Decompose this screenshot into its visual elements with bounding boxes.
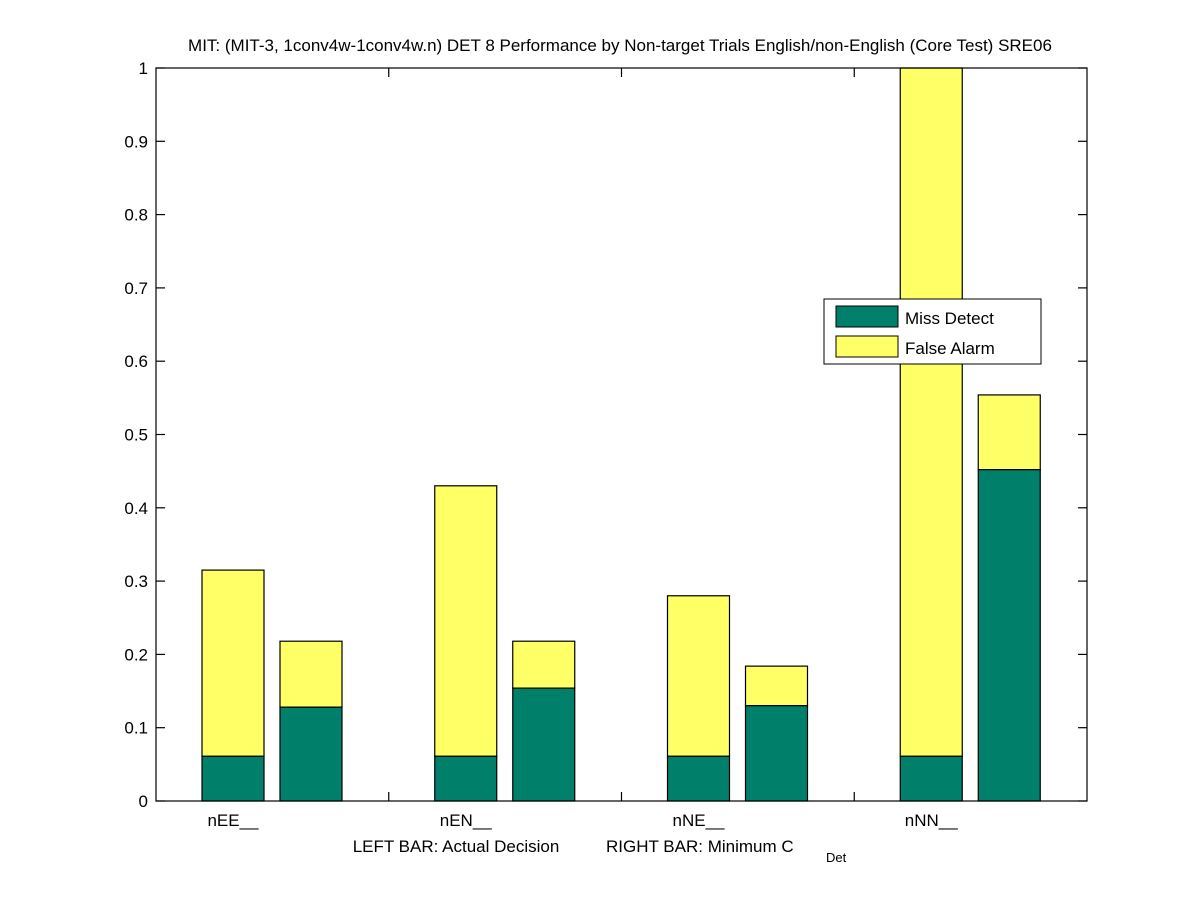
x-tick-label: nNN__ xyxy=(905,811,958,830)
y-tick-label: 0.6 xyxy=(124,352,148,371)
y-tick-label: 0 xyxy=(139,792,148,811)
legend-label-false-alarm: False Alarm xyxy=(905,339,995,358)
bar-miss-detect-actual xyxy=(434,755,498,802)
legend: Miss Detect False Alarm xyxy=(823,298,1042,365)
y-tick-label: 0.1 xyxy=(124,719,148,738)
y-axis: 0 0.1 0.2 0.3 0.4 0.5 0.6 0.7 0.8 0.9 1 xyxy=(124,59,1087,811)
chart-title: MIT: (MIT-3, 1conv4w-1conv4w.n) DET 8 Pe… xyxy=(188,36,1052,55)
bar-miss-detect-mincdet xyxy=(512,687,576,802)
bar-false-alarm-mincdet xyxy=(977,394,1041,471)
bar-false-alarm-mincdet xyxy=(512,640,576,689)
x-label-right-subscript: Det xyxy=(826,850,847,865)
bar-miss-detect-mincdet xyxy=(744,705,809,802)
x-axis-label: LEFT BAR: Actual Decision RIGHT BAR: Min… xyxy=(353,837,847,865)
y-tick-label: 0.2 xyxy=(124,645,148,664)
legend-swatch-miss-detect xyxy=(835,305,899,328)
y-tick-label: 0.4 xyxy=(124,499,148,518)
x-label-right: RIGHT BAR: Minimum C xyxy=(606,837,794,856)
bar-miss-detect-mincdet xyxy=(279,706,343,802)
y-tick-label: 0.9 xyxy=(124,132,148,151)
bar-false-alarm-actual xyxy=(201,569,265,757)
bar-false-alarm-actual xyxy=(899,67,963,757)
x-tick-label: nNE__ xyxy=(673,811,726,830)
y-tick-label: 0.3 xyxy=(124,572,148,591)
legend-label-miss-detect: Miss Detect xyxy=(905,309,994,328)
y-tick-label: 0.5 xyxy=(124,426,148,445)
x-tick-label: nEN__ xyxy=(440,811,493,830)
bar-false-alarm-mincdet xyxy=(744,665,809,707)
bar-miss-detect-mincdet xyxy=(977,469,1041,802)
bar-false-alarm-mincdet xyxy=(279,640,343,708)
legend-swatch-false-alarm xyxy=(835,335,899,358)
x-tick-label: nEE__ xyxy=(207,811,259,830)
y-tick-label: 1 xyxy=(139,59,148,78)
bar-miss-detect-actual xyxy=(201,755,265,802)
bar-false-alarm-actual xyxy=(434,485,498,757)
bar-miss-detect-actual xyxy=(899,755,963,802)
bar-miss-detect-actual xyxy=(666,755,731,802)
bar-false-alarm-actual xyxy=(666,595,731,757)
y-tick-label: 0.7 xyxy=(124,279,148,298)
bars xyxy=(201,67,1041,802)
x-axis: nEE__ nEN__ nNE__ nNN__ xyxy=(207,68,958,830)
y-tick-label: 0.8 xyxy=(124,206,148,225)
x-label-left: LEFT BAR: Actual Decision xyxy=(353,837,560,856)
